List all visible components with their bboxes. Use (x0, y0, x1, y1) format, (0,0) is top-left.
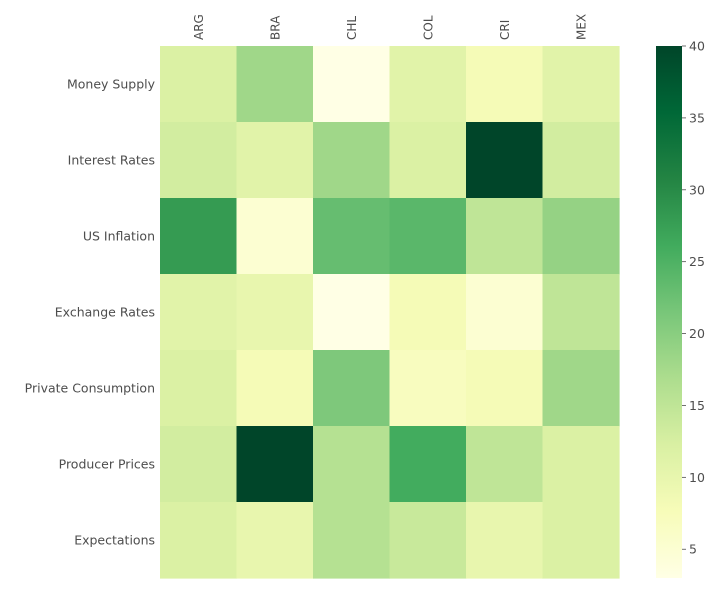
y-tick-label-interest-rates: Interest Rates (68, 153, 155, 168)
heatmap-cell-expectations-mex (542, 502, 620, 579)
heatmap-cell-us-inflation-cri (466, 198, 544, 275)
heatmap-cell-exchange-rates-col (389, 274, 467, 351)
heatmap-cell-exchange-rates-bra (236, 274, 314, 351)
heatmap-cell-private-consumption-chl (313, 350, 391, 427)
colorbar-tick-label-10: 10 (689, 470, 705, 485)
y-tick-label-producer-prices: Producer Prices (59, 457, 155, 472)
heatmap-cell-money-supply-chl (313, 46, 391, 123)
y-tick-label-money-supply: Money Supply (67, 77, 156, 92)
heatmap-cell-interest-rates-col (389, 122, 467, 199)
x-tick-label-mex: MEX (574, 14, 588, 40)
x-axis-tick-labels: ARG BRA CHL COL CRI MEX (192, 14, 589, 40)
heatmap-cell-money-supply-bra (236, 46, 314, 123)
x-tick-label-bra: BRA (268, 15, 282, 40)
heatmap-cell-us-inflation-col (389, 198, 467, 275)
colorbar-tick-label-20: 20 (689, 326, 705, 341)
heatmap-cell-producer-prices-mex (542, 426, 620, 503)
heatmap-cell-exchange-rates-cri (466, 274, 544, 351)
heatmap-cell-us-inflation-chl (313, 198, 391, 275)
heatmap-cell-private-consumption-col (389, 350, 467, 427)
heatmap-cell-money-supply-arg (160, 46, 238, 123)
heatmap-cells (160, 46, 620, 579)
heatmap-cell-expectations-chl (313, 502, 391, 579)
heatmap-cell-expectations-cri (466, 502, 544, 579)
heatmap-cell-money-supply-cri (466, 46, 544, 123)
colorbar-tick-label-5: 5 (689, 542, 697, 557)
heatmap-cell-expectations-col (389, 502, 467, 579)
heatmap-cell-expectations-bra (236, 502, 314, 579)
y-tick-label-expectations: Expectations (74, 533, 155, 548)
heatmap-cell-us-inflation-arg (160, 198, 238, 275)
colorbar-tick-label-25: 25 (689, 254, 705, 269)
colorbar-tick-label-15: 15 (689, 398, 705, 413)
heatmap-cell-interest-rates-cri (466, 122, 544, 199)
heatmap-cell-producer-prices-arg (160, 426, 238, 503)
heatmap-cell-producer-prices-bra (236, 426, 314, 503)
heatmap-cell-exchange-rates-mex (542, 274, 620, 351)
heatmap-cell-money-supply-col (389, 46, 467, 123)
heatmap-cell-us-inflation-bra (236, 198, 314, 275)
heatmap-cell-private-consumption-arg (160, 350, 238, 427)
y-tick-label-exchange-rates: Exchange Rates (55, 305, 155, 320)
heatmap-cell-interest-rates-bra (236, 122, 314, 199)
heatmap-cell-producer-prices-chl (313, 426, 391, 503)
x-tick-label-chl: CHL (345, 16, 359, 40)
heatmap-cell-expectations-arg (160, 502, 238, 579)
heatmap-cell-interest-rates-chl (313, 122, 391, 199)
colorbar-tick-label-30: 30 (689, 182, 705, 197)
heatmap-cell-us-inflation-mex (542, 198, 620, 275)
heatmap-cell-exchange-rates-chl (313, 274, 391, 351)
heatmap-cell-interest-rates-mex (542, 122, 620, 199)
y-axis-tick-labels: Money Supply Interest Rates US Inflation Ex… (25, 77, 156, 548)
x-tick-label-col: COL (421, 15, 435, 40)
x-tick-label-arg: ARG (192, 14, 206, 40)
colorbar (656, 46, 682, 578)
heatmap-cell-exchange-rates-arg (160, 274, 238, 351)
y-tick-label-private-consumption: Private Consumption (25, 381, 155, 396)
heatmap-cell-money-supply-mex (542, 46, 620, 123)
heatmap-cell-private-consumption-mex (542, 350, 620, 427)
colorbar-tick-label-35: 35 (689, 110, 705, 125)
heatmap-cell-private-consumption-bra (236, 350, 314, 427)
heatmap-cell-interest-rates-arg (160, 122, 238, 199)
heatmap-cell-producer-prices-col (389, 426, 467, 503)
colorbar-tick-labels: 5 10 15 20 25 30 35 40 (682, 39, 705, 557)
y-tick-label-us-inflation: US Inflation (83, 229, 155, 244)
heatmap-cell-private-consumption-cri (466, 350, 544, 427)
x-tick-label-cri: CRI (498, 20, 512, 40)
heatmap-cell-producer-prices-cri (466, 426, 544, 503)
colorbar-tick-label-40: 40 (689, 39, 705, 54)
